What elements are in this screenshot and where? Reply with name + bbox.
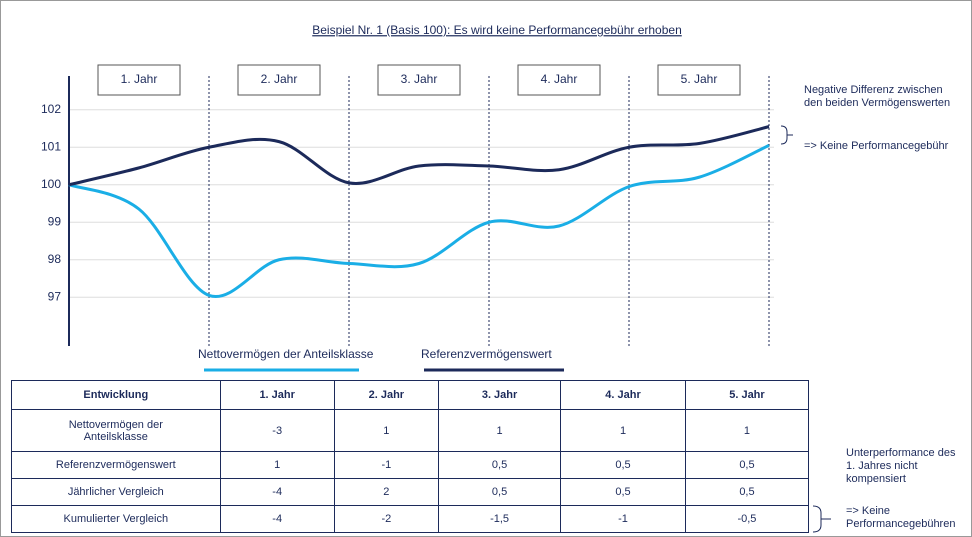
table-cell: -3	[219, 409, 335, 452]
y-tick-label: 99	[48, 214, 62, 228]
year-box	[657, 64, 741, 96]
table: Entwicklung 1. Jahr 2. Jahr 3. Jahr 4. Jahr 5…	[11, 380, 810, 533]
table-cell: Referenzvermögenswert	[11, 451, 221, 479]
x-tick-label: 5. Jahr	[681, 72, 718, 86]
table-cell: 2	[333, 478, 440, 506]
table-cell: 0,5	[684, 478, 810, 506]
annotation: => Keine Performancegebühr	[804, 140, 949, 152]
y-tick-label: 97	[48, 289, 62, 303]
brace	[812, 505, 831, 533]
table-cell: 1	[437, 409, 562, 452]
annotation: Negative Differenz zwischen den beiden V…	[804, 84, 951, 109]
table-cell: 0,5	[437, 478, 562, 506]
x-tick-label: 4. Jahr	[541, 72, 578, 86]
series-line	[68, 125, 770, 187]
table-cell: Jährlicher Vergleich	[11, 478, 221, 506]
y-tick-label: 98	[48, 252, 62, 266]
note: => Keine Performancegebühren	[846, 505, 956, 530]
y-tick-label: 102	[41, 102, 61, 116]
chart-title: Beispiel Nr. 1 (Basis 100): Es wird kein…	[312, 23, 682, 37]
table-row: Referenzvermögenswert 1 -1 0,5 0,5 0,5	[11, 451, 810, 479]
x-tick-label: 2. Jahr	[261, 72, 298, 86]
table-cell: -2	[333, 505, 440, 533]
x-tick-label: 3. Jahr	[401, 72, 438, 86]
column-header: 1. Jahr	[219, 380, 335, 410]
note: Unterperformance des 1. Jahres nicht kom…	[846, 447, 956, 485]
table-cell: 1	[684, 409, 810, 452]
legend-label: Nettovermögen der Anteilsklasse	[198, 347, 374, 361]
table-cell: -4	[219, 505, 335, 533]
year-box	[97, 64, 181, 96]
legend-label: Referenzvermögenswert	[421, 347, 552, 361]
series-line	[68, 144, 770, 299]
table-cell: 1	[333, 409, 440, 452]
table-cell: Kumulierter Vergleich	[11, 505, 221, 533]
table-cell: 0,5	[560, 451, 686, 479]
table-cell: 0,5	[437, 451, 562, 479]
year-box	[517, 64, 601, 96]
table-cell: -4	[219, 478, 335, 506]
y-tick-label: 101	[41, 139, 61, 153]
x-tick-label: 1. Jahr	[121, 72, 158, 86]
table-cell: 1	[560, 409, 686, 452]
brace	[780, 125, 793, 145]
table-row: Jährlicher Vergleich -4 2 0,5 0,5 0,5	[11, 478, 810, 506]
column-header: Entwicklung	[11, 380, 221, 410]
column-header: 4. Jahr	[560, 380, 686, 410]
table-cell: 0,5	[684, 451, 810, 479]
column-header: 2. Jahr	[333, 380, 440, 410]
column-header: 3. Jahr	[437, 380, 562, 410]
table-cell: 1	[219, 451, 335, 479]
table-cell: -0,5	[684, 505, 810, 533]
table-cell: Nettovermögen der Anteilsklasse	[11, 409, 221, 452]
column-header: 5. Jahr	[684, 380, 810, 410]
y-tick-label: 100	[41, 177, 61, 191]
table-cell: -1	[333, 451, 440, 479]
year-box	[377, 64, 461, 96]
table-cell: -1,5	[437, 505, 562, 533]
table-cell: 0,5	[560, 478, 686, 506]
chart: Beispiel Nr. 1 (Basis 100): Es wird kein…	[41, 23, 793, 372]
table-cell: -1	[560, 505, 686, 533]
table-row: Kumulierter Vergleich -4 -2 -1,5 -1 -0,5	[11, 505, 810, 533]
table-row: Nettovermögen der Anteilsklasse -3 1 1 1 1	[11, 409, 810, 452]
year-box	[237, 64, 321, 96]
